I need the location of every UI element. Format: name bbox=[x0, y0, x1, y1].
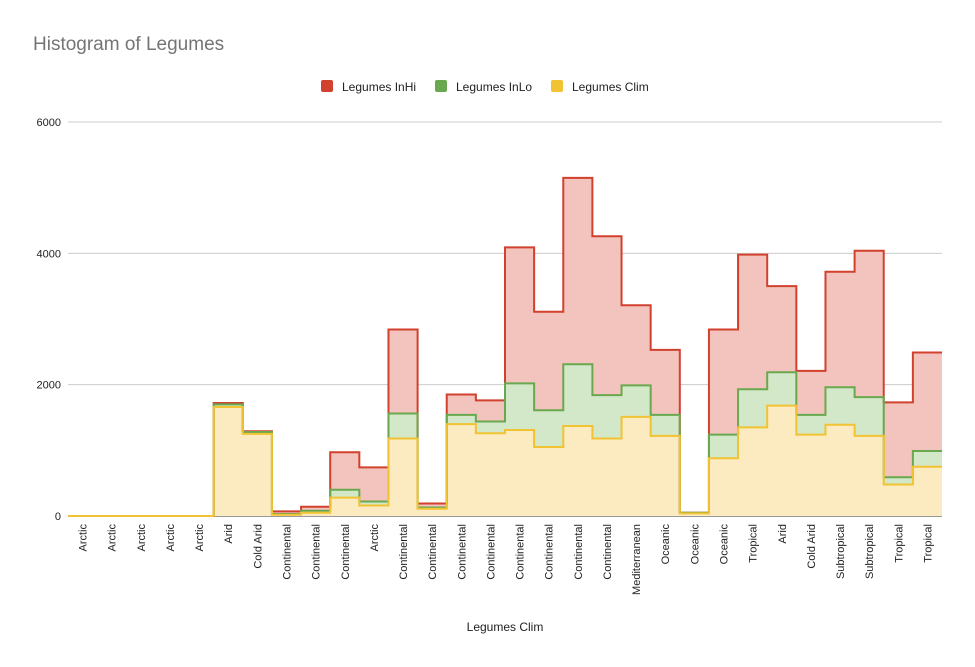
chart-title: Histogram of Legumes bbox=[33, 34, 225, 55]
y-tick-label: 2000 bbox=[37, 380, 61, 392]
x-tick-label: Continental bbox=[398, 524, 410, 580]
x-tick-label: Continental bbox=[573, 524, 585, 580]
legend-swatch-1 bbox=[435, 80, 447, 92]
legend-label-1[interactable]: Legumes InLo bbox=[456, 80, 532, 94]
series-line-2[interactable] bbox=[68, 404, 942, 517]
series-area-2 bbox=[68, 405, 942, 516]
legend-label-2[interactable]: Legumes Clim bbox=[572, 80, 649, 94]
x-tick-label: Continental bbox=[544, 524, 556, 580]
x-tick-label: Tropical bbox=[748, 524, 760, 563]
y-axis-ticks: 0 2000 4000 6000 bbox=[37, 117, 61, 523]
x-tick-label: Continental bbox=[340, 524, 352, 580]
x-tick-label: Arctic bbox=[194, 524, 206, 552]
x-axis-ticks: Arctic Arctic Arctic Arctic Arctic Arid Cold A… bbox=[78, 524, 935, 595]
x-tick-label: Tropical bbox=[893, 524, 905, 563]
x-tick-label: Mediterranean bbox=[631, 524, 643, 595]
y-tick-label: 0 bbox=[55, 511, 61, 523]
x-tick-label: Subtropical bbox=[864, 524, 876, 579]
x-tick-label: Arctic bbox=[165, 524, 177, 552]
x-tick-label: Oceanic bbox=[660, 524, 672, 565]
x-tick-label: Oceanic bbox=[689, 524, 701, 565]
series-lines bbox=[68, 176, 942, 517]
x-tick-label: Oceanic bbox=[719, 524, 731, 565]
x-axis-title: Legumes Clim bbox=[467, 620, 544, 634]
legend[interactable]: Legumes InHi Legumes InLo Legumes Clim bbox=[321, 80, 649, 94]
x-tick-label: Continental bbox=[602, 524, 614, 580]
x-tick-label: Continental bbox=[485, 524, 497, 580]
y-tick-label: 4000 bbox=[37, 248, 61, 260]
y-tick-label: 6000 bbox=[37, 117, 61, 129]
legend-swatch-2 bbox=[551, 80, 563, 92]
x-tick-label: Continental bbox=[427, 524, 439, 580]
x-tick-label: Cold Arid bbox=[806, 524, 818, 569]
x-tick-label: Arctic bbox=[369, 524, 381, 552]
x-tick-label: Tropical bbox=[922, 524, 934, 563]
x-tick-label: Cold Arid bbox=[252, 524, 264, 569]
legend-swatch-0 bbox=[321, 80, 333, 92]
x-tick-label: Arctic bbox=[107, 524, 119, 552]
x-tick-label: Continental bbox=[282, 524, 294, 580]
x-tick-label: Continental bbox=[456, 524, 468, 580]
x-tick-label: Arid bbox=[777, 524, 789, 544]
x-tick-label: Continental bbox=[311, 524, 323, 580]
x-tick-label: Arid bbox=[223, 524, 235, 544]
x-tick-label: Arctic bbox=[78, 524, 90, 552]
x-tick-label: Continental bbox=[515, 524, 527, 580]
x-tick-label: Subtropical bbox=[835, 524, 847, 579]
legend-label-0[interactable]: Legumes InHi bbox=[342, 80, 416, 94]
x-tick-label: Arctic bbox=[136, 524, 148, 552]
